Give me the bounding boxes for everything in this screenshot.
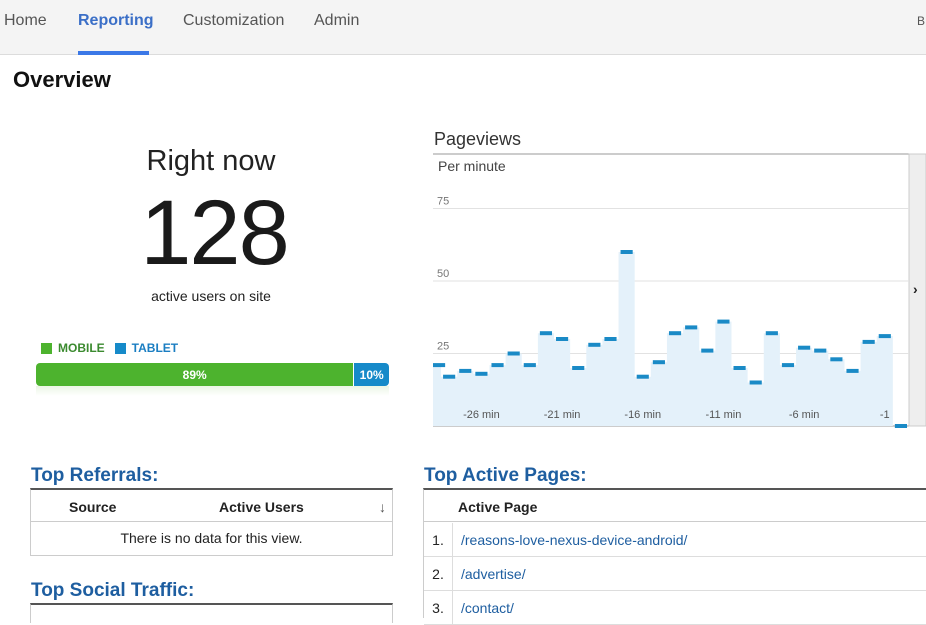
chart-subtitle: Per minute bbox=[438, 158, 506, 174]
pageviews-bar bbox=[572, 366, 585, 370]
nav-tab-reporting[interactable]: Reporting bbox=[78, 12, 154, 29]
pageviews-bar bbox=[636, 374, 649, 379]
bar-reflection bbox=[36, 386, 389, 396]
active-pages-table: Active Page 1. /reasons-love-nexus-devic… bbox=[423, 488, 926, 625]
no-data-message: There is no data for this view. bbox=[120, 530, 303, 546]
nav-tab-home[interactable]: Home bbox=[4, 12, 47, 29]
x-tick-label: -26 min bbox=[463, 409, 500, 421]
pageviews-bar bbox=[717, 319, 730, 324]
right-now-title: Right now bbox=[146, 145, 276, 177]
legend-item-tablet: TABLET bbox=[114, 341, 179, 355]
pageviews-bar bbox=[749, 380, 762, 385]
column-active-users[interactable]: Active Users bbox=[219, 499, 304, 515]
active-users-label: active users on site bbox=[151, 288, 271, 304]
nav-tab-admin[interactable]: Admin bbox=[314, 12, 360, 29]
pageviews-bar bbox=[862, 339, 875, 344]
page-title: Overview bbox=[13, 67, 111, 92]
pageviews-title: Pageviews bbox=[434, 129, 522, 149]
tablet-share-segment: 10% bbox=[353, 363, 389, 386]
referrals-table-header: Source Active Users ↓ bbox=[31, 490, 392, 522]
page-link[interactable]: /reasons-love-nexus-device-android/ bbox=[461, 532, 688, 548]
mobile-share-segment: 89% bbox=[36, 363, 354, 386]
active-tab-indicator bbox=[78, 51, 149, 55]
legend-label-tablet: TABLET bbox=[131, 341, 179, 355]
tablet-share-label: 10% bbox=[359, 367, 384, 382]
pageviews-bar bbox=[733, 366, 746, 370]
row-number: 1. bbox=[432, 532, 444, 548]
pageviews-bar bbox=[685, 325, 698, 330]
row-divider bbox=[452, 591, 453, 624]
x-tick-label: -21 min bbox=[544, 409, 581, 421]
row-number: 3. bbox=[432, 600, 444, 616]
pageviews-bar bbox=[523, 363, 536, 368]
pageviews-bar bbox=[556, 337, 569, 341]
chevron-right-icon[interactable]: › bbox=[913, 281, 918, 297]
page-link[interactable]: /advertise/ bbox=[461, 566, 526, 582]
pageviews-bar bbox=[798, 345, 811, 350]
pageviews-bar bbox=[814, 348, 827, 353]
top-nav: Home Reporting Customization Admin B bbox=[0, 0, 926, 55]
pageviews-chart-svg: › Per minute 25 50 75 -26 min -21 min -16 min -1… bbox=[433, 153, 926, 428]
pageviews-bar bbox=[830, 357, 843, 362]
top-referrals-title: Top Referrals: bbox=[31, 465, 159, 486]
pageviews-bar bbox=[652, 360, 665, 365]
pageviews-chart: › Per minute 25 50 75 -26 min -21 min -16 min -1… bbox=[433, 153, 926, 429]
legend-item-mobile: MOBILE bbox=[41, 341, 105, 355]
row-divider bbox=[452, 557, 453, 590]
page-link[interactable]: /contact/ bbox=[461, 600, 514, 616]
table-row: 3. /contact/ bbox=[424, 591, 926, 625]
pageviews-bar bbox=[620, 250, 633, 254]
pageviews-bar bbox=[894, 424, 907, 428]
y-tick-label: 50 bbox=[437, 268, 449, 280]
legend-swatch-tablet bbox=[114, 342, 126, 354]
nav-edge-text: B bbox=[917, 14, 926, 28]
top-social-title: Top Social Traffic: bbox=[31, 580, 195, 601]
pageviews-bar bbox=[507, 351, 520, 356]
row-number: 2. bbox=[432, 566, 444, 582]
x-tick-label: -16 min bbox=[624, 409, 661, 421]
pageviews-bar bbox=[701, 348, 714, 353]
nav-tab-customization[interactable]: Customization bbox=[183, 12, 285, 29]
active-pages-header: Active Page bbox=[424, 490, 926, 522]
top-active-pages-title: Top Active Pages: bbox=[424, 465, 587, 486]
column-source[interactable]: Source bbox=[69, 499, 117, 515]
active-users-count: 128 bbox=[140, 182, 290, 284]
y-tick-label: 75 bbox=[437, 196, 449, 208]
pageviews-bar bbox=[459, 368, 472, 373]
x-tick-label: -11 min bbox=[706, 409, 742, 421]
social-table bbox=[30, 603, 393, 623]
pageviews-bar bbox=[765, 331, 778, 336]
pageviews-bar bbox=[539, 331, 553, 336]
mobile-share-label: 89% bbox=[182, 367, 207, 382]
referrals-table: Source Active Users ↓ There is no data f… bbox=[30, 488, 393, 556]
x-tick-label: -6 min bbox=[789, 409, 820, 421]
device-legend: MOBILE TABLET bbox=[41, 341, 188, 355]
x-tick-label: -1 bbox=[880, 409, 890, 421]
table-row: 1. /reasons-love-nexus-device-android/ bbox=[424, 523, 926, 557]
pageviews-area bbox=[433, 252, 909, 426]
pageviews-bar bbox=[433, 363, 446, 368]
sort-desc-icon[interactable]: ↓ bbox=[379, 499, 386, 515]
pageviews-bar bbox=[475, 371, 488, 376]
pageviews-bar bbox=[668, 331, 682, 336]
pageviews-bar bbox=[443, 374, 456, 379]
device-share-bar: 89% 10% bbox=[36, 363, 389, 386]
column-active-page[interactable]: Active Page bbox=[458, 499, 538, 515]
row-divider bbox=[452, 523, 453, 556]
chart-scroll-panel bbox=[908, 153, 926, 427]
legend-swatch-mobile bbox=[41, 342, 52, 354]
legend-label-mobile: MOBILE bbox=[58, 341, 105, 355]
pageviews-bar bbox=[878, 334, 891, 339]
y-tick-label: 25 bbox=[437, 341, 449, 353]
pageviews-bar bbox=[604, 337, 617, 341]
pageviews-bar bbox=[588, 342, 601, 347]
table-row: 2. /advertise/ bbox=[424, 557, 926, 591]
pageviews-bar bbox=[491, 363, 504, 368]
pageviews-bar bbox=[846, 368, 859, 373]
pageviews-bar bbox=[781, 363, 795, 368]
